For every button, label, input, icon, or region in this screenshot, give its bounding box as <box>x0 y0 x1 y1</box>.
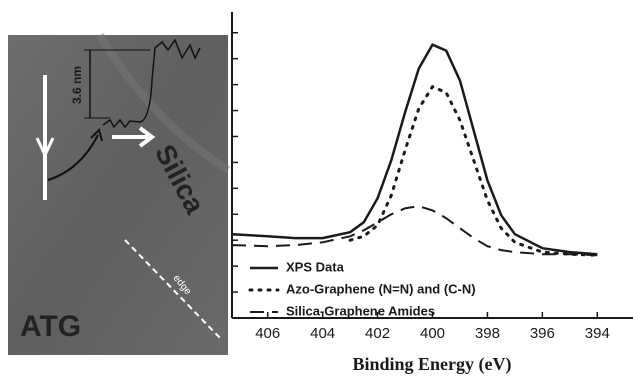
sample-label: ATG <box>20 310 81 343</box>
x-tick-label: 402 <box>365 325 390 342</box>
page: 3.6 nm Silica edge ATG 406 404 402 400 398 39… <box>0 0 633 378</box>
x-tick-label: 400 <box>420 325 445 342</box>
legend-label: Azo-Graphene (N=N) and (C-N) <box>286 281 476 296</box>
series-line <box>232 45 597 255</box>
figure: 3.6 nm Silica edge ATG 406 404 402 400 398 39… <box>0 0 633 378</box>
x-tick-label: 394 <box>585 325 610 342</box>
x-tick-label: 406 <box>255 325 280 342</box>
chart: 406 404 402 400 398 396 394 XPS Data Azo-Graphen… <box>232 12 633 342</box>
x-tick-label: 396 <box>530 325 555 342</box>
x-tick-label: 398 <box>475 325 500 342</box>
x-tick-label: 404 <box>310 325 335 342</box>
scale-label: 3.6 nm <box>70 66 84 104</box>
legend-label: XPS Data <box>286 259 345 274</box>
afm-image: 3.6 nm Silica edge ATG <box>8 35 228 355</box>
x-axis-label: Binding Energy (eV) <box>352 354 511 375</box>
legend-label: Silica-Graphene Amides <box>286 303 435 318</box>
